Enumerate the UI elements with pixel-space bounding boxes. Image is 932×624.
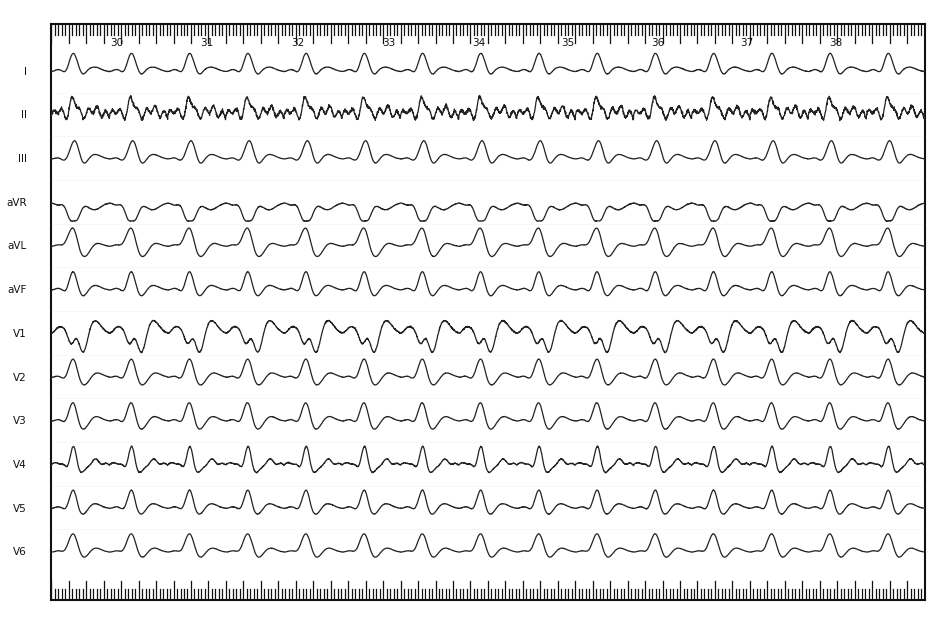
Text: 30: 30 — [110, 38, 123, 48]
Text: 31: 31 — [200, 38, 213, 48]
Text: I: I — [24, 67, 27, 77]
Text: 32: 32 — [291, 38, 304, 48]
Text: 37: 37 — [740, 38, 753, 48]
Text: aVL: aVL — [7, 241, 27, 251]
Text: V5: V5 — [13, 504, 27, 514]
Text: V6: V6 — [13, 547, 27, 557]
Text: V4: V4 — [13, 460, 27, 470]
Text: II: II — [21, 110, 27, 120]
Text: V2: V2 — [13, 373, 27, 383]
Text: 35: 35 — [562, 38, 575, 48]
Text: aVF: aVF — [7, 285, 27, 295]
Text: 36: 36 — [651, 38, 664, 48]
Text: 34: 34 — [473, 38, 486, 48]
Text: 38: 38 — [829, 38, 843, 48]
Text: aVR: aVR — [7, 198, 27, 208]
Text: V1: V1 — [13, 329, 27, 339]
Text: III: III — [18, 154, 27, 164]
Text: V3: V3 — [13, 416, 27, 426]
Text: 33: 33 — [383, 38, 396, 48]
